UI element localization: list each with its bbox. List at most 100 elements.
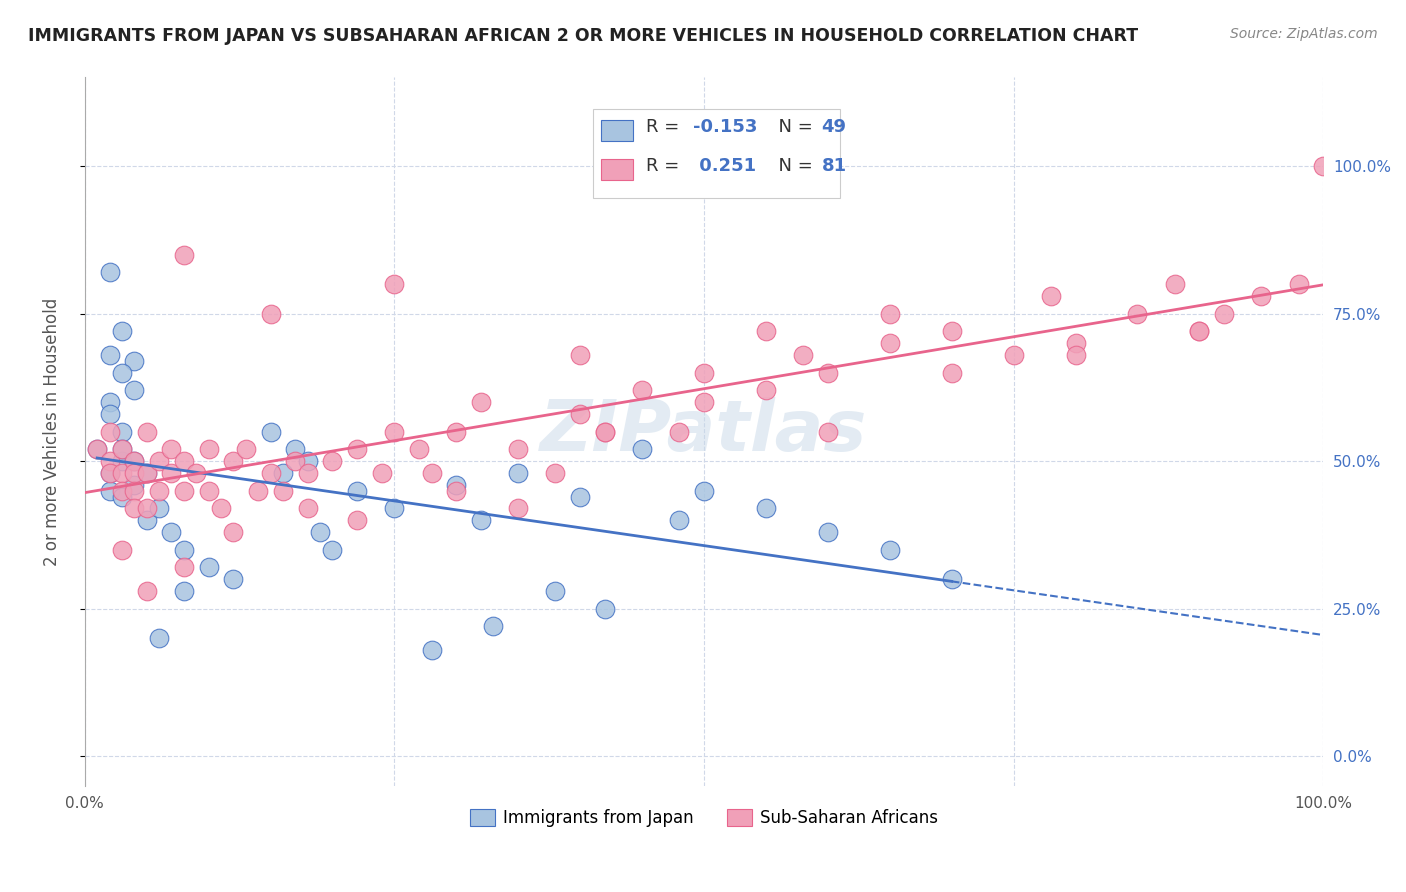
Point: [593, 601, 616, 615]
Point: [259, 425, 281, 439]
Point: [446, 425, 468, 439]
Point: [382, 501, 405, 516]
Point: [668, 425, 690, 439]
Point: [593, 425, 616, 439]
Point: [271, 466, 294, 480]
Point: [173, 483, 195, 498]
Point: [173, 454, 195, 468]
Point: [382, 277, 405, 291]
Point: [297, 501, 319, 516]
Point: [569, 348, 592, 362]
Point: [98, 425, 121, 439]
Point: [98, 466, 121, 480]
Point: [160, 466, 183, 480]
Text: ZIPatlas: ZIPatlas: [540, 397, 868, 467]
Text: -0.153: -0.153: [693, 118, 758, 136]
Point: [879, 542, 901, 557]
Point: [297, 466, 319, 480]
Point: [482, 619, 505, 633]
Point: [1002, 348, 1025, 362]
Point: [470, 513, 492, 527]
Point: [284, 442, 307, 457]
Point: [122, 466, 145, 480]
Point: [569, 407, 592, 421]
Point: [693, 366, 716, 380]
Point: [508, 466, 530, 480]
Point: [631, 442, 654, 457]
Point: [346, 442, 368, 457]
Point: [222, 572, 245, 586]
Point: [148, 631, 170, 645]
Point: [420, 466, 443, 480]
Point: [1126, 307, 1149, 321]
Y-axis label: 2 or more Vehicles in Household: 2 or more Vehicles in Household: [44, 298, 60, 566]
Point: [186, 466, 208, 480]
Point: [111, 490, 134, 504]
Point: [817, 366, 839, 380]
Point: [470, 395, 492, 409]
Point: [111, 454, 134, 468]
Point: [321, 454, 343, 468]
Point: [197, 483, 219, 498]
FancyBboxPatch shape: [602, 120, 634, 141]
Text: Source: ZipAtlas.com: Source: ZipAtlas.com: [1230, 27, 1378, 41]
Point: [817, 425, 839, 439]
Point: [135, 425, 157, 439]
Point: [593, 425, 616, 439]
Point: [817, 524, 839, 539]
Point: [1188, 324, 1211, 338]
Point: [135, 584, 157, 599]
Point: [941, 572, 963, 586]
Point: [111, 542, 134, 557]
Point: [508, 442, 530, 457]
Point: [98, 454, 121, 468]
Point: [755, 324, 778, 338]
Point: [86, 442, 108, 457]
Point: [122, 483, 145, 498]
Point: [98, 483, 121, 498]
Point: [1064, 336, 1087, 351]
Point: [346, 513, 368, 527]
Point: [86, 442, 108, 457]
Point: [693, 395, 716, 409]
Point: [98, 466, 121, 480]
Point: [122, 454, 145, 468]
Text: 0.251: 0.251: [693, 158, 756, 176]
Point: [346, 483, 368, 498]
Point: [197, 560, 219, 574]
Point: [111, 483, 134, 498]
Point: [569, 490, 592, 504]
Point: [122, 384, 145, 398]
Point: [297, 454, 319, 468]
Point: [668, 513, 690, 527]
Point: [98, 407, 121, 421]
Point: [122, 353, 145, 368]
Point: [98, 348, 121, 362]
Point: [173, 247, 195, 261]
Point: [382, 425, 405, 439]
Point: [222, 524, 245, 539]
Point: [1288, 277, 1310, 291]
Point: [792, 348, 814, 362]
Point: [235, 442, 257, 457]
Point: [259, 307, 281, 321]
Point: [135, 466, 157, 480]
Point: [544, 466, 567, 480]
Point: [135, 513, 157, 527]
Point: [173, 560, 195, 574]
Point: [544, 584, 567, 599]
Text: 49: 49: [821, 118, 846, 136]
Point: [446, 477, 468, 491]
Point: [284, 454, 307, 468]
Text: N =: N =: [768, 158, 818, 176]
Point: [135, 501, 157, 516]
Point: [122, 501, 145, 516]
Point: [111, 425, 134, 439]
Point: [420, 643, 443, 657]
Point: [1163, 277, 1185, 291]
Point: [98, 265, 121, 279]
Point: [111, 442, 134, 457]
Point: [197, 442, 219, 457]
Legend: Immigrants from Japan, Sub-Saharan Africans: Immigrants from Japan, Sub-Saharan Afric…: [463, 803, 945, 834]
Point: [693, 483, 716, 498]
